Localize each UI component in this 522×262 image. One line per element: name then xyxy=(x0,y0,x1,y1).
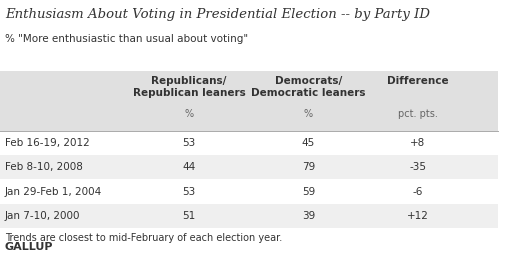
Text: 45: 45 xyxy=(302,138,315,148)
Text: Trends are closest to mid-February of each election year.: Trends are closest to mid-February of ea… xyxy=(5,233,282,243)
Text: % "More enthusiastic than usual about voting": % "More enthusiastic than usual about vo… xyxy=(5,34,248,44)
Text: 53: 53 xyxy=(182,187,196,196)
Text: Enthusiasm About Voting in Presidential Election -- by Party ID: Enthusiasm About Voting in Presidential … xyxy=(5,8,430,21)
Text: Jan 29-Feb 1, 2004: Jan 29-Feb 1, 2004 xyxy=(5,187,102,196)
Text: Feb 16-19, 2012: Feb 16-19, 2012 xyxy=(5,138,90,148)
Text: 51: 51 xyxy=(182,211,196,221)
Bar xyxy=(0,204,497,228)
Text: +8: +8 xyxy=(410,138,425,148)
Text: %: % xyxy=(184,109,194,119)
Text: -6: -6 xyxy=(413,187,423,196)
Bar xyxy=(0,179,497,204)
Bar xyxy=(0,71,497,131)
Text: Republicans/
Republican leaners: Republicans/ Republican leaners xyxy=(133,76,245,97)
Text: Feb 8-10, 2008: Feb 8-10, 2008 xyxy=(5,162,83,172)
Text: 53: 53 xyxy=(182,138,196,148)
Text: Difference: Difference xyxy=(387,76,449,86)
Text: pct. pts.: pct. pts. xyxy=(398,109,438,119)
Text: -35: -35 xyxy=(409,162,426,172)
Text: GALLUP: GALLUP xyxy=(5,242,53,252)
Bar xyxy=(0,131,497,155)
Text: %: % xyxy=(304,109,313,119)
Text: +12: +12 xyxy=(407,211,429,221)
Text: 44: 44 xyxy=(182,162,196,172)
Text: 79: 79 xyxy=(302,162,315,172)
Bar xyxy=(0,155,497,179)
Text: Jan 7-10, 2000: Jan 7-10, 2000 xyxy=(5,211,80,221)
Text: 59: 59 xyxy=(302,187,315,196)
Text: 39: 39 xyxy=(302,211,315,221)
Text: Democrats/
Democratic leaners: Democrats/ Democratic leaners xyxy=(251,76,366,97)
